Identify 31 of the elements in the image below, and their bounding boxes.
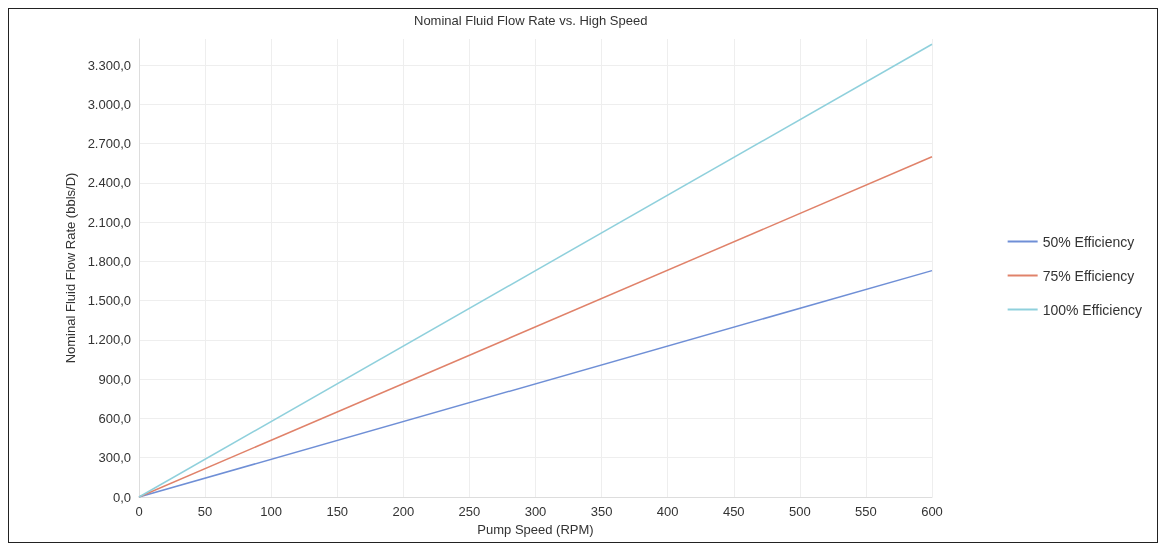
- y-tick-label: 1.500,0: [87, 293, 131, 309]
- x-tick-label: 0: [135, 504, 143, 519]
- y-tick-label: 300,0: [98, 450, 131, 466]
- legend-label: 75% Efficiency: [1042, 267, 1135, 284]
- y-tick-label: 1.800,0: [87, 253, 131, 269]
- x-tick-label: 250: [458, 504, 481, 519]
- y-tick-label: 600,0: [98, 410, 131, 426]
- chart-title: Nominal Fluid Flow Rate vs. High Speed: [414, 13, 648, 28]
- y-tick-label: 3.000,0: [87, 96, 131, 112]
- x-tick-label: 100: [260, 504, 283, 519]
- x-tick-label: 50: [197, 504, 213, 519]
- y-tick-label: 0,0: [112, 489, 131, 505]
- x-tick-label: 350: [590, 504, 613, 519]
- y-axis-title: Nominal Fluid Flow Rate (bbls/D): [62, 172, 78, 364]
- x-tick-label: 600: [921, 504, 943, 519]
- legend-label: 100% Efficiency: [1042, 301, 1143, 318]
- y-tick-label: 2.100,0: [87, 214, 131, 230]
- y-tick-label: 2.400,0: [87, 175, 131, 191]
- x-tick-label: 550: [855, 504, 877, 519]
- y-tick-label: 2.700,0: [87, 136, 131, 152]
- x-axis-title: Pump Speed (RPM): [477, 521, 594, 537]
- y-tick-label: 1.200,0: [87, 332, 131, 348]
- x-tick-label: 200: [392, 504, 415, 519]
- x-tick-label: 500: [788, 504, 811, 519]
- x-tick-label: 300: [524, 504, 547, 519]
- legend-label: 50% Efficiency: [1042, 233, 1135, 250]
- y-tick-label: 900,0: [98, 371, 131, 387]
- x-tick-label: 150: [326, 504, 349, 519]
- x-tick-label: 400: [656, 504, 679, 519]
- x-tick-label: 450: [722, 504, 745, 519]
- y-tick-label: 3.300,0: [87, 57, 131, 73]
